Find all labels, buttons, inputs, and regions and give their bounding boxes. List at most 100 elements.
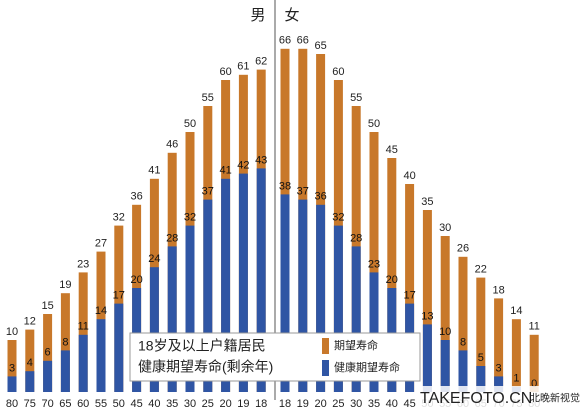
value-label: 8 [460,336,466,348]
value-label: 11 [528,321,539,333]
healthy-bar [333,225,343,392]
value-label: 55 [350,92,362,104]
legend-title: 健康期望寿命(剩余年) [138,359,273,375]
value-label: 3 [496,362,502,374]
healthy-bar [351,246,361,392]
watermark-bg [418,386,580,411]
value-label: 14 [95,305,107,317]
value-label: 32 [184,212,196,224]
value-label: 37 [202,186,214,198]
healthy-bar [280,194,290,392]
value-label: 41 [148,165,160,177]
female-title: 女 [284,6,299,24]
value-label: 60 [219,66,231,78]
life-bar [78,272,88,392]
x-tick-label: 20 [219,398,231,410]
healthy-bar [167,246,177,392]
value-label: 22 [475,264,487,276]
healthy-bar [221,178,231,392]
healthy-bar [114,303,124,392]
value-label: 15 [41,300,53,312]
healthy-bar [369,272,379,392]
healthy-bar [25,371,35,392]
value-label: 65 [314,40,326,52]
x-tick-label: 30 [350,398,362,410]
value-label: 3 [9,362,15,374]
value-label: 12 [24,316,36,328]
value-label: 10 [439,326,451,338]
value-label: 20 [386,274,398,286]
male-title: 男 [250,7,265,24]
legend: 18岁及以上户籍居民 健康期望寿命(剩余年) 期望寿命 健康期望寿命 [129,332,421,382]
value-label: 30 [439,222,451,234]
value-label: 40 [403,170,415,182]
life-bar [440,236,450,392]
value-label: 17 [113,290,125,302]
life-bar [511,319,521,392]
value-label: 66 [279,35,291,47]
value-label: 24 [148,253,160,265]
value-label: 32 [332,212,344,224]
healthy-bar [78,334,88,392]
healthy-bar [7,376,17,392]
value-label: 23 [368,258,380,270]
life-bar [387,158,397,392]
watermark: TAKEFOTO.CN 北晚新视觉 [418,386,580,411]
watermark-text: TAKEFOTO.CN [420,390,532,407]
value-label: 38 [279,180,291,192]
value-label: 28 [350,232,362,244]
x-tick-label: 18 [279,398,291,410]
value-label: 62 [255,56,267,68]
x-tick-label: 60 [77,398,89,410]
value-label: 27 [95,238,107,250]
x-tick-label: 19 [237,398,249,410]
value-label: 10 [6,326,18,338]
value-label: 60 [332,66,344,78]
watermark-logo: 北晚新视觉 [530,392,580,405]
legend-label: 健康期望寿命 [334,360,400,374]
healthy-bar [476,366,486,392]
healthy-bar [185,225,195,392]
legend-box [129,332,421,382]
value-label: 41 [219,165,231,177]
value-label: 20 [130,274,142,286]
value-label: 0 [531,378,537,390]
x-tick-label: 35 [166,398,178,410]
x-tick-label: 18 [255,398,267,410]
healthy-bar [298,199,308,392]
x-tick-label: 50 [113,398,125,410]
healthy-bar [458,350,468,392]
value-label: 61 [237,61,249,73]
value-label: 50 [184,118,196,130]
value-label: 42 [237,160,249,172]
life-bar [43,314,53,392]
life-bar [476,277,486,392]
value-label: 18 [492,284,504,296]
healthy-bar [43,360,53,392]
life-bar [494,298,504,392]
x-tick-label: 75 [24,398,36,410]
value-label: 50 [368,118,380,130]
legend-swatch [322,360,329,376]
life-bar [60,293,70,392]
value-label: 26 [457,243,469,255]
value-label: 1 [513,373,519,385]
value-label: 45 [386,144,398,156]
x-tick-label: 55 [95,398,107,410]
healthy-bar [60,350,70,392]
life-bar [405,184,415,392]
life-bar [369,132,379,392]
x-tick-label: 45 [130,398,142,410]
legend-swatch [322,338,329,354]
value-label: 37 [297,186,309,198]
value-label: 5 [478,352,484,364]
x-tick-label: 30 [184,398,196,410]
x-tick-label: 40 [386,398,398,410]
value-label: 43 [255,154,267,166]
value-label: 8 [62,336,68,348]
healthy-bar [422,324,432,392]
value-label: 17 [403,290,415,302]
healthy-bar [256,168,266,392]
healthy-bar [440,340,450,392]
